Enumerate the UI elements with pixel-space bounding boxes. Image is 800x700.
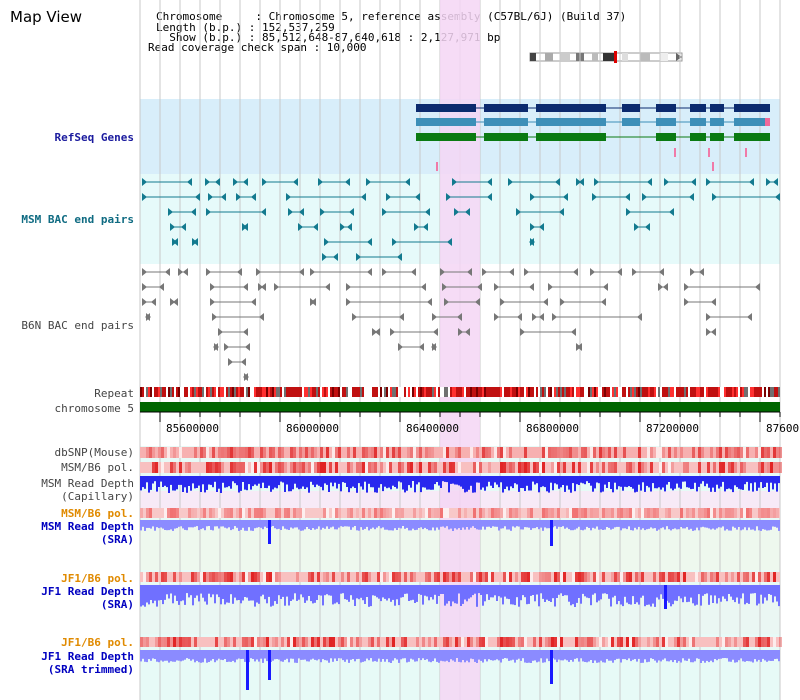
axis-tick-label: 87200000 <box>646 422 699 435</box>
track-label-msm-depth-sra[interactable]: MSM Read Depth <box>41 520 134 533</box>
axis-tick-label: 86400000 <box>406 422 459 435</box>
selection-highlight[interactable] <box>440 0 480 700</box>
track-label-jf1-depth-trimmed-sub: (SRA trimmed) <box>47 663 134 676</box>
track-label-jf1-b6-pol[interactable]: JF1/B6 pol. <box>61 572 134 585</box>
track-label-msm-b6-pol[interactable]: MSM/B6 pol. <box>61 461 134 474</box>
track-label-chromosome[interactable]: chromosome 5 <box>54 402 134 415</box>
axis-tick-label: 86800000 <box>526 422 579 435</box>
polymorphism-strips[interactable] <box>140 447 782 647</box>
page-title: Map View <box>10 8 83 26</box>
track-label-jf1-depth-sra-sub: (SRA) <box>100 598 134 611</box>
axis-tick-label: 87600 <box>766 422 800 435</box>
read-depth-tracks[interactable] <box>140 476 780 690</box>
track-label-b6n-bac[interactable]: B6N BAC end pairs <box>21 319 134 332</box>
axis-tick-label: 86000000 <box>286 422 339 435</box>
track-label-msm-depth-capillary[interactable]: MSM Read Depth <box>41 477 134 490</box>
length-info: Length (b.p.) : 152,537,259 <box>156 21 335 34</box>
position-axis <box>140 411 781 422</box>
track-label-msm-bac[interactable]: MSM BAC end pairs <box>21 213 134 226</box>
chromosome-bar[interactable] <box>140 402 780 412</box>
refseq-genes[interactable] <box>416 104 770 171</box>
msm-bac-end-pairs[interactable] <box>142 178 780 261</box>
track-label-msm-depth-capillary-sub: (Capillary) <box>61 490 134 503</box>
track-label-jf1-depth-trimmed[interactable]: JF1 Read Depth <box>41 650 134 663</box>
track-label-dbsnp[interactable]: dbSNP(Mouse) <box>54 446 134 459</box>
track-label-jf1-depth-sra[interactable]: JF1 Read Depth <box>41 585 134 598</box>
coverage-span-info: Read coverage check span : 10,000 <box>148 41 367 54</box>
track-label-repeat[interactable]: Repeat <box>94 387 134 400</box>
chromosome-ideogram[interactable] <box>529 51 683 63</box>
track-label-msm-depth-sra-sub: (SRA) <box>100 533 134 546</box>
axis-tick-label: 85600000 <box>166 422 219 435</box>
track-label-jf1-b6-pol-2[interactable]: JF1/B6 pol. <box>61 636 134 649</box>
b6n-bac-end-pairs[interactable] <box>142 268 760 381</box>
track-label-refseq[interactable]: RefSeq Genes <box>54 131 134 144</box>
track-label-msm-b6-pol-sra[interactable]: MSM/B6 pol. <box>61 507 134 520</box>
repeat-track[interactable] <box>140 387 780 397</box>
